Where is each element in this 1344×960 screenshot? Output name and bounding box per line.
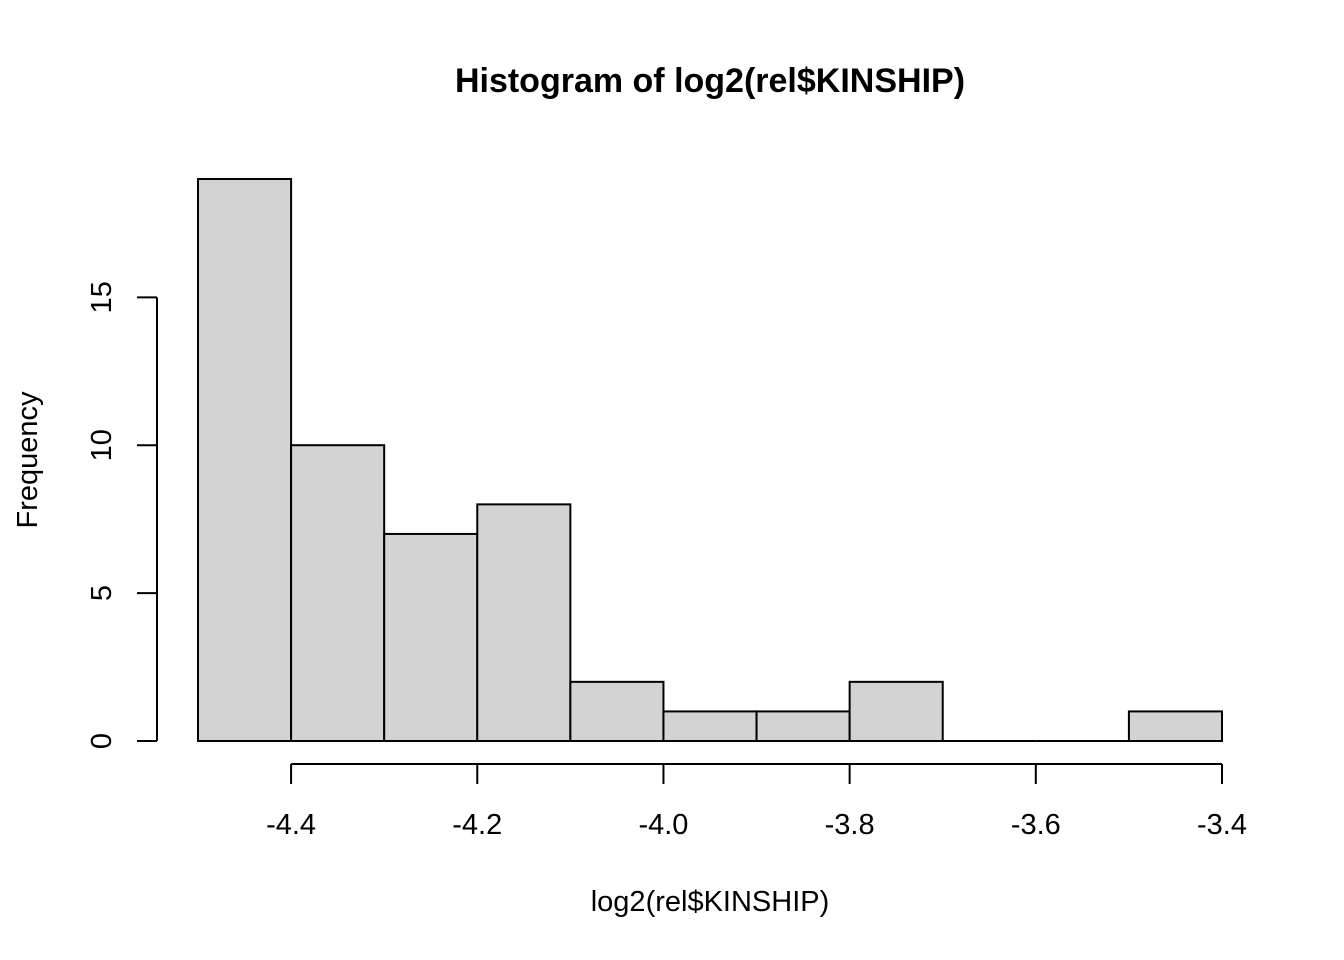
histogram-bar-6 [755, 710, 851, 743]
y-axis: 0 5 10 15 [86, 281, 158, 749]
y-tick-label-0: 0 [86, 733, 118, 749]
x-axis-label: log2(rel$KINSHIP) [591, 886, 830, 918]
x-tick-label-2: -4.0 [638, 809, 688, 841]
histogram-bar-2 [383, 532, 479, 743]
y-tick-label-3: 15 [86, 281, 118, 313]
x-tick-label-3: -3.8 [825, 809, 875, 841]
y-tick-label-2: 10 [86, 429, 118, 461]
histogram-bar-0 [197, 178, 293, 742]
histogram-bar-7 [848, 680, 944, 742]
histogram-bar-5 [662, 710, 758, 743]
x-tick-label-0: -4.4 [266, 809, 316, 841]
y-tick-label-1: 5 [86, 585, 118, 601]
x-tick-label-1: -4.2 [452, 809, 502, 841]
x-tick-label-5: -3.4 [1197, 809, 1247, 841]
y-axis-label: Frequency [12, 391, 44, 529]
bars-group [197, 178, 1223, 743]
histogram-bar-10 [1127, 710, 1223, 743]
x-tick-label-4: -3.6 [1011, 809, 1061, 841]
chart-title: Histogram of log2(rel$KINSHIP) [455, 62, 965, 100]
x-axis: -4.4 -4.2 -4.0 -3.8 -3.6 -3.4 [266, 763, 1247, 841]
histogram-bar-1 [290, 444, 386, 742]
histogram-bar-3 [476, 503, 572, 742]
histogram-bar-4 [569, 680, 665, 742]
